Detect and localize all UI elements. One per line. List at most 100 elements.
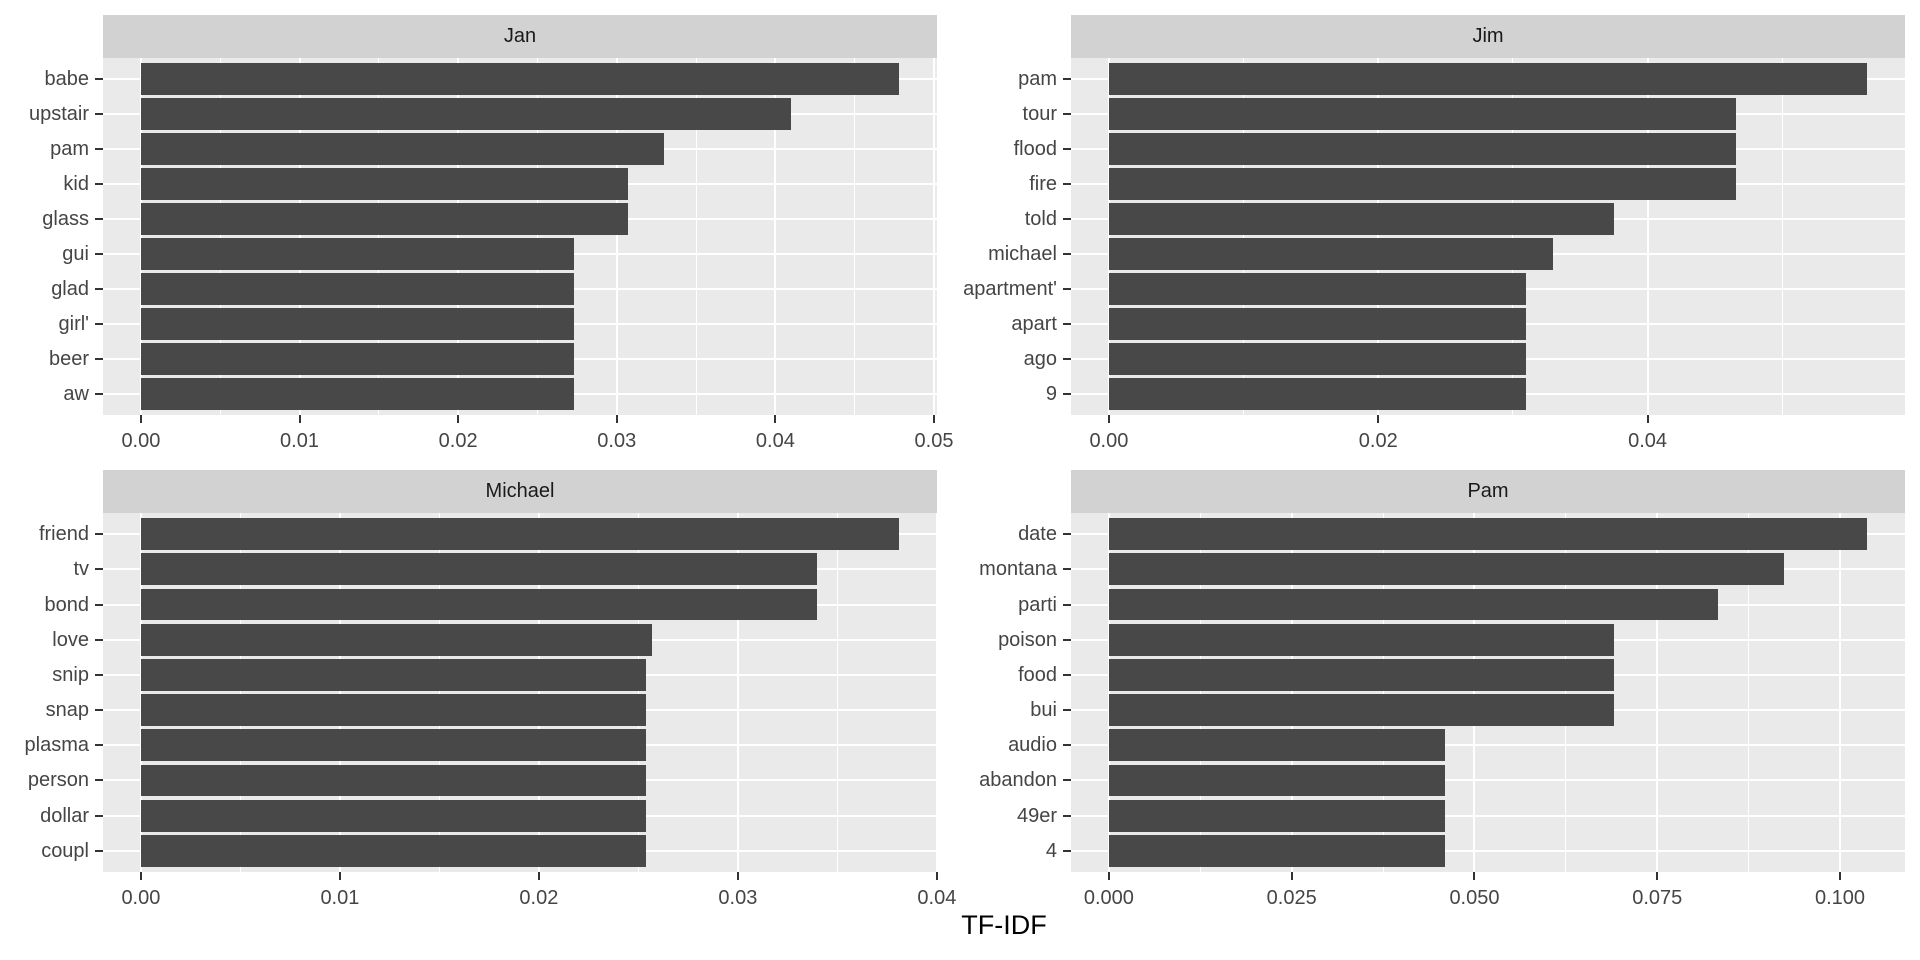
y-tick-mark bbox=[95, 148, 103, 150]
facet-title-michael: Michael bbox=[485, 480, 555, 502]
facet-strip-michael: Michael bbox=[103, 470, 937, 513]
x-tick-mark bbox=[457, 415, 460, 423]
x-axis-label-0.03: 0.03 bbox=[597, 430, 637, 452]
bar-pam-bui bbox=[1108, 694, 1615, 726]
x-tick-mark bbox=[1290, 872, 1293, 880]
minor-gridline bbox=[219, 58, 221, 415]
minor-gridline bbox=[1199, 513, 1201, 872]
x-tick-mark bbox=[537, 872, 540, 880]
bar-jim-ago bbox=[1108, 343, 1527, 375]
x-axis-label-0.01: 0.01 bbox=[320, 887, 360, 909]
y-axis-label-beer: beer bbox=[48, 348, 89, 370]
y-axis-label-tv: tv bbox=[73, 558, 89, 581]
y-axis-label-love: love bbox=[52, 628, 89, 651]
y-tick-mark bbox=[1063, 814, 1071, 817]
bar-michael-love bbox=[140, 623, 653, 656]
y-axis-label-abandon: abandon bbox=[979, 769, 1057, 792]
y-axis-label-bond: bond bbox=[44, 593, 90, 616]
bar-pam-poison bbox=[1108, 623, 1615, 656]
x-tick-mark bbox=[298, 415, 301, 423]
y-axis-label-4: 4 bbox=[1045, 839, 1057, 862]
x-tick-mark bbox=[1473, 872, 1476, 880]
y-axis-label-parti: parti bbox=[1018, 593, 1057, 616]
bar-pam-4 bbox=[1108, 835, 1446, 867]
y-axis-label-glass: glass bbox=[42, 208, 89, 230]
y-tick-mark bbox=[1063, 183, 1071, 185]
bar-jan-beer bbox=[140, 343, 574, 375]
minor-gridline bbox=[1565, 513, 1567, 872]
x-tick-mark bbox=[774, 415, 777, 423]
y-axis-label-ago: ago bbox=[1023, 348, 1057, 370]
major-gridline bbox=[1107, 513, 1110, 872]
facet-title-pam: Pam bbox=[1467, 480, 1509, 502]
y-axis-label-told: told bbox=[1024, 208, 1057, 230]
y-axis-label-49er: 49er bbox=[1016, 804, 1057, 827]
bar-jim-pam bbox=[1108, 63, 1868, 95]
y-axis-label-michael: michael bbox=[988, 243, 1057, 265]
x-axis-label-0.04: 0.04 bbox=[917, 887, 957, 909]
major-gridline bbox=[1473, 513, 1476, 872]
y-axis-label-snap: snap bbox=[45, 699, 89, 722]
bar-michael-snip bbox=[140, 659, 647, 691]
bar-michael-friend bbox=[140, 518, 900, 550]
x-axis-label-0.050: 0.050 bbox=[1449, 887, 1500, 909]
y-axis-label-plasma: plasma bbox=[24, 734, 89, 757]
major-gridline bbox=[338, 513, 341, 872]
x-tick-mark bbox=[1107, 872, 1110, 880]
category-gridline bbox=[1071, 779, 1905, 782]
minor-gridline bbox=[1748, 513, 1750, 872]
facet-panel-pam bbox=[1071, 513, 1905, 872]
y-tick-mark bbox=[1063, 78, 1071, 80]
y-tick-mark bbox=[95, 183, 103, 185]
x-axis-label-0.04: 0.04 bbox=[1628, 430, 1668, 452]
x-axis-label-0.00: 0.00 bbox=[121, 430, 161, 452]
y-tick-mark bbox=[1063, 148, 1071, 150]
y-tick-mark bbox=[95, 358, 103, 360]
category-gridline bbox=[1071, 849, 1905, 852]
minor-gridline bbox=[695, 58, 697, 415]
y-axis-label-9: 9 bbox=[1045, 383, 1057, 405]
y-tick-mark bbox=[95, 288, 103, 290]
bar-jan-gui bbox=[140, 238, 574, 270]
bar-jim-apart bbox=[1108, 308, 1527, 340]
y-axis-label-glad: glad bbox=[51, 278, 89, 300]
x-axis-label-0.03: 0.03 bbox=[718, 887, 758, 909]
major-gridline bbox=[736, 513, 739, 872]
y-tick-mark bbox=[95, 253, 103, 255]
x-axis-label-0.05: 0.05 bbox=[914, 430, 954, 452]
x-axis-label-0.02: 0.02 bbox=[519, 887, 559, 909]
major-gridline bbox=[1646, 58, 1649, 415]
y-axis-label-gui: gui bbox=[62, 243, 89, 265]
bar-jan-girl' bbox=[140, 308, 574, 340]
x-tick-mark bbox=[1107, 415, 1110, 423]
major-gridline bbox=[298, 58, 301, 415]
y-axis-label-friend: friend bbox=[38, 523, 89, 546]
x-tick-mark bbox=[1839, 872, 1842, 880]
facet-title-jan: Jan bbox=[503, 25, 537, 47]
minor-gridline bbox=[1382, 513, 1384, 872]
bar-pam-audio bbox=[1108, 729, 1446, 762]
y-tick-mark bbox=[95, 849, 103, 852]
y-tick-mark bbox=[1063, 638, 1071, 641]
major-gridline bbox=[615, 58, 618, 415]
y-tick-mark bbox=[95, 393, 103, 395]
x-axis-label-0.00: 0.00 bbox=[121, 887, 161, 909]
x-axis-label-0.02: 0.02 bbox=[438, 430, 478, 452]
y-tick-mark bbox=[1063, 603, 1071, 606]
bar-michael-plasma bbox=[140, 729, 647, 762]
y-tick-mark bbox=[1063, 323, 1071, 325]
bar-jim-fire bbox=[1108, 168, 1737, 200]
bar-jim-michael bbox=[1108, 238, 1554, 270]
x-axis-label-0.025: 0.025 bbox=[1266, 887, 1317, 909]
y-tick-mark bbox=[1063, 393, 1071, 395]
facet-panel-michael bbox=[103, 513, 937, 872]
y-tick-mark bbox=[95, 533, 103, 536]
y-tick-mark bbox=[95, 744, 103, 747]
y-axis-label-person: person bbox=[27, 769, 89, 792]
y-axis-label-montana: montana bbox=[979, 558, 1057, 581]
y-tick-mark bbox=[95, 814, 103, 817]
y-tick-mark bbox=[1063, 744, 1071, 747]
bar-jan-glad bbox=[140, 273, 574, 305]
minor-gridline bbox=[1512, 58, 1514, 415]
y-axis-label-apartment': apartment' bbox=[963, 278, 1057, 300]
